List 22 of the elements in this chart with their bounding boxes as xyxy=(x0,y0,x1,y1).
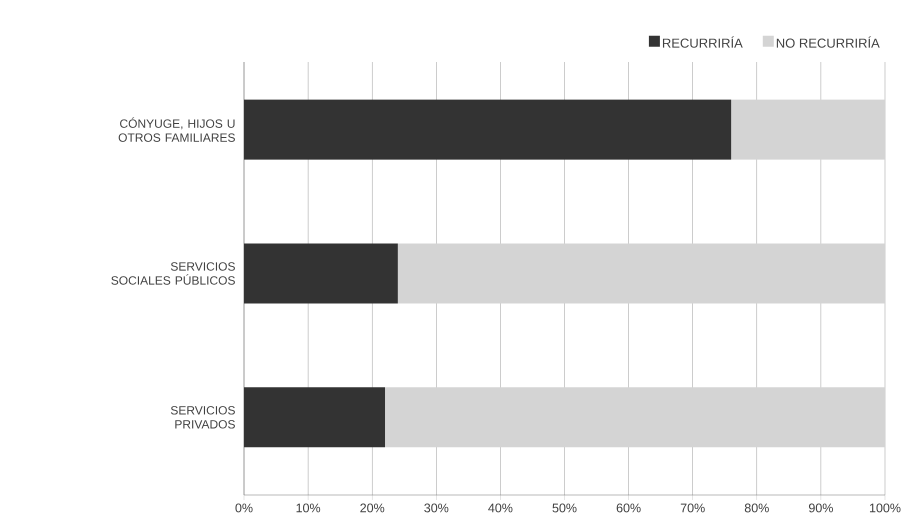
y-tick-label: SERVICIOS SOCIALES PÚBLICOS xyxy=(111,262,235,285)
x-tick-label: 40% xyxy=(488,504,512,512)
bar xyxy=(244,100,732,160)
x-tick-label: 20% xyxy=(360,504,384,512)
y-tick-label: SERVICIOS PRIVADOS xyxy=(170,406,235,429)
x-tick-label: 100% xyxy=(870,504,901,512)
bar xyxy=(244,243,398,304)
x-tick-label: 90% xyxy=(808,504,833,512)
legend-label: RECURRIRÍA xyxy=(662,36,743,48)
x-tick-label: 50% xyxy=(552,504,577,512)
x-tick-label: 10% xyxy=(296,504,320,512)
bar xyxy=(244,387,386,448)
bar xyxy=(385,387,885,448)
x-tick-label: 70% xyxy=(680,504,705,512)
x-tick-label: 30% xyxy=(424,504,448,512)
bar xyxy=(731,100,885,160)
bar xyxy=(398,243,885,304)
y-tick-label: CÓNYUGE, HIJOS U OTROS FAMILIARES xyxy=(118,117,235,142)
x-tick-label: 0% xyxy=(235,504,253,512)
x-tick-label: 60% xyxy=(616,504,641,512)
x-tick-label: 80% xyxy=(744,504,769,512)
legend-label: NO RECURRIRÍA xyxy=(776,36,880,48)
